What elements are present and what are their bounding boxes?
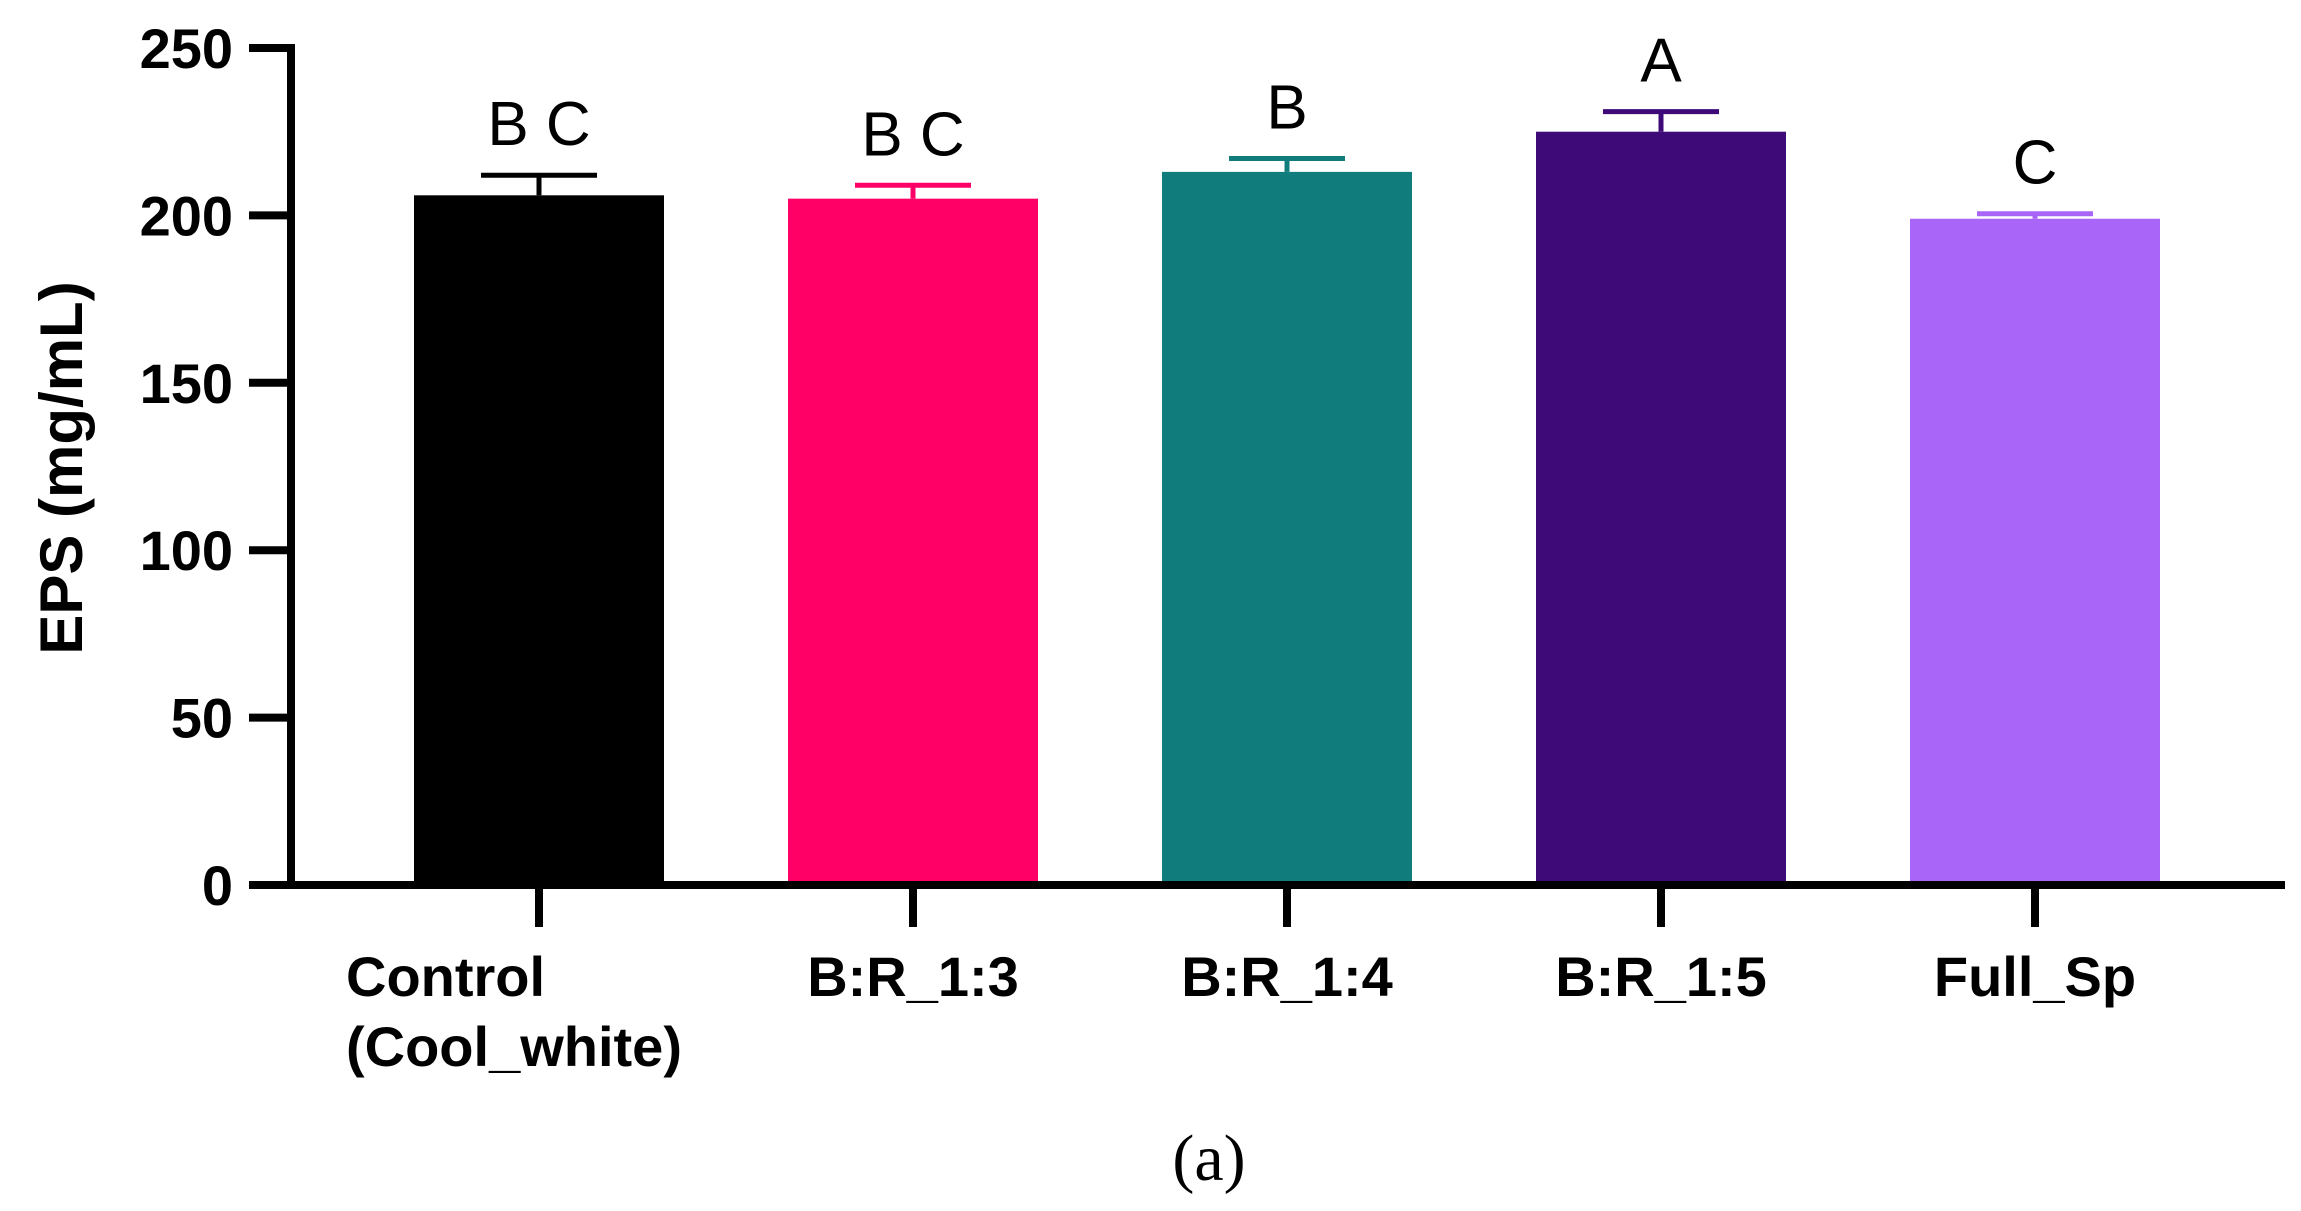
y-tick-label: 200	[140, 184, 233, 247]
error-bar	[1603, 109, 1719, 132]
y-axis-ticks: 0 50 100 150 200 250	[140, 17, 291, 917]
x-tick-label-line: Full_Sp	[1934, 945, 2136, 1008]
significance-letter: C	[2013, 129, 2058, 198]
x-tick-label-line: B:R_1:5	[1555, 945, 1767, 1008]
x-tick-label: B:R_1:4	[1181, 945, 1393, 1008]
bar	[788, 198, 1038, 885]
x-axis-labels: Control (Cool_white) B:R_1:3 B:R_1:4 B:R_1:5…	[346, 885, 2136, 1078]
x-tick-label-line: Control	[346, 945, 545, 1008]
y-tick-label: 250	[140, 17, 233, 80]
bar	[1162, 171, 1412, 886]
x-tick-label-line: (Cool_white)	[346, 1015, 682, 1078]
error-bars	[481, 109, 2093, 219]
y-tick-label: 150	[140, 352, 233, 415]
error-bar	[1229, 155, 1345, 172]
y-tick-label: 50	[171, 687, 233, 750]
significance-letter: A	[1640, 27, 1682, 96]
x-tick-label: Full_Sp	[1934, 945, 2136, 1008]
bar	[414, 195, 664, 885]
x-tick-label-line: B:R_1:3	[807, 945, 1019, 1008]
y-tick-label: 0	[202, 854, 233, 917]
error-bar	[855, 182, 971, 199]
y-axis-title: EPS (mg/mL)	[28, 281, 95, 654]
bar	[1536, 131, 1786, 885]
x-tick-label-line: B:R_1:4	[1181, 945, 1393, 1008]
error-bar	[1977, 211, 2093, 219]
y-tick-label: 100	[140, 519, 233, 582]
x-tick-label: Control (Cool_white)	[346, 945, 682, 1078]
x-tick-label: B:R_1:3	[807, 945, 1019, 1008]
error-bar	[481, 172, 597, 196]
significance-letter: B C	[861, 100, 964, 169]
bars	[414, 131, 2160, 886]
figure-caption: (a)	[1172, 1122, 1245, 1195]
x-tick-label: B:R_1:5	[1555, 945, 1767, 1008]
significance-letters: B C B C B A C	[487, 27, 2057, 198]
bar	[1910, 218, 2160, 886]
significance-letter: B C	[487, 90, 590, 159]
significance-letter: B	[1266, 73, 1307, 142]
